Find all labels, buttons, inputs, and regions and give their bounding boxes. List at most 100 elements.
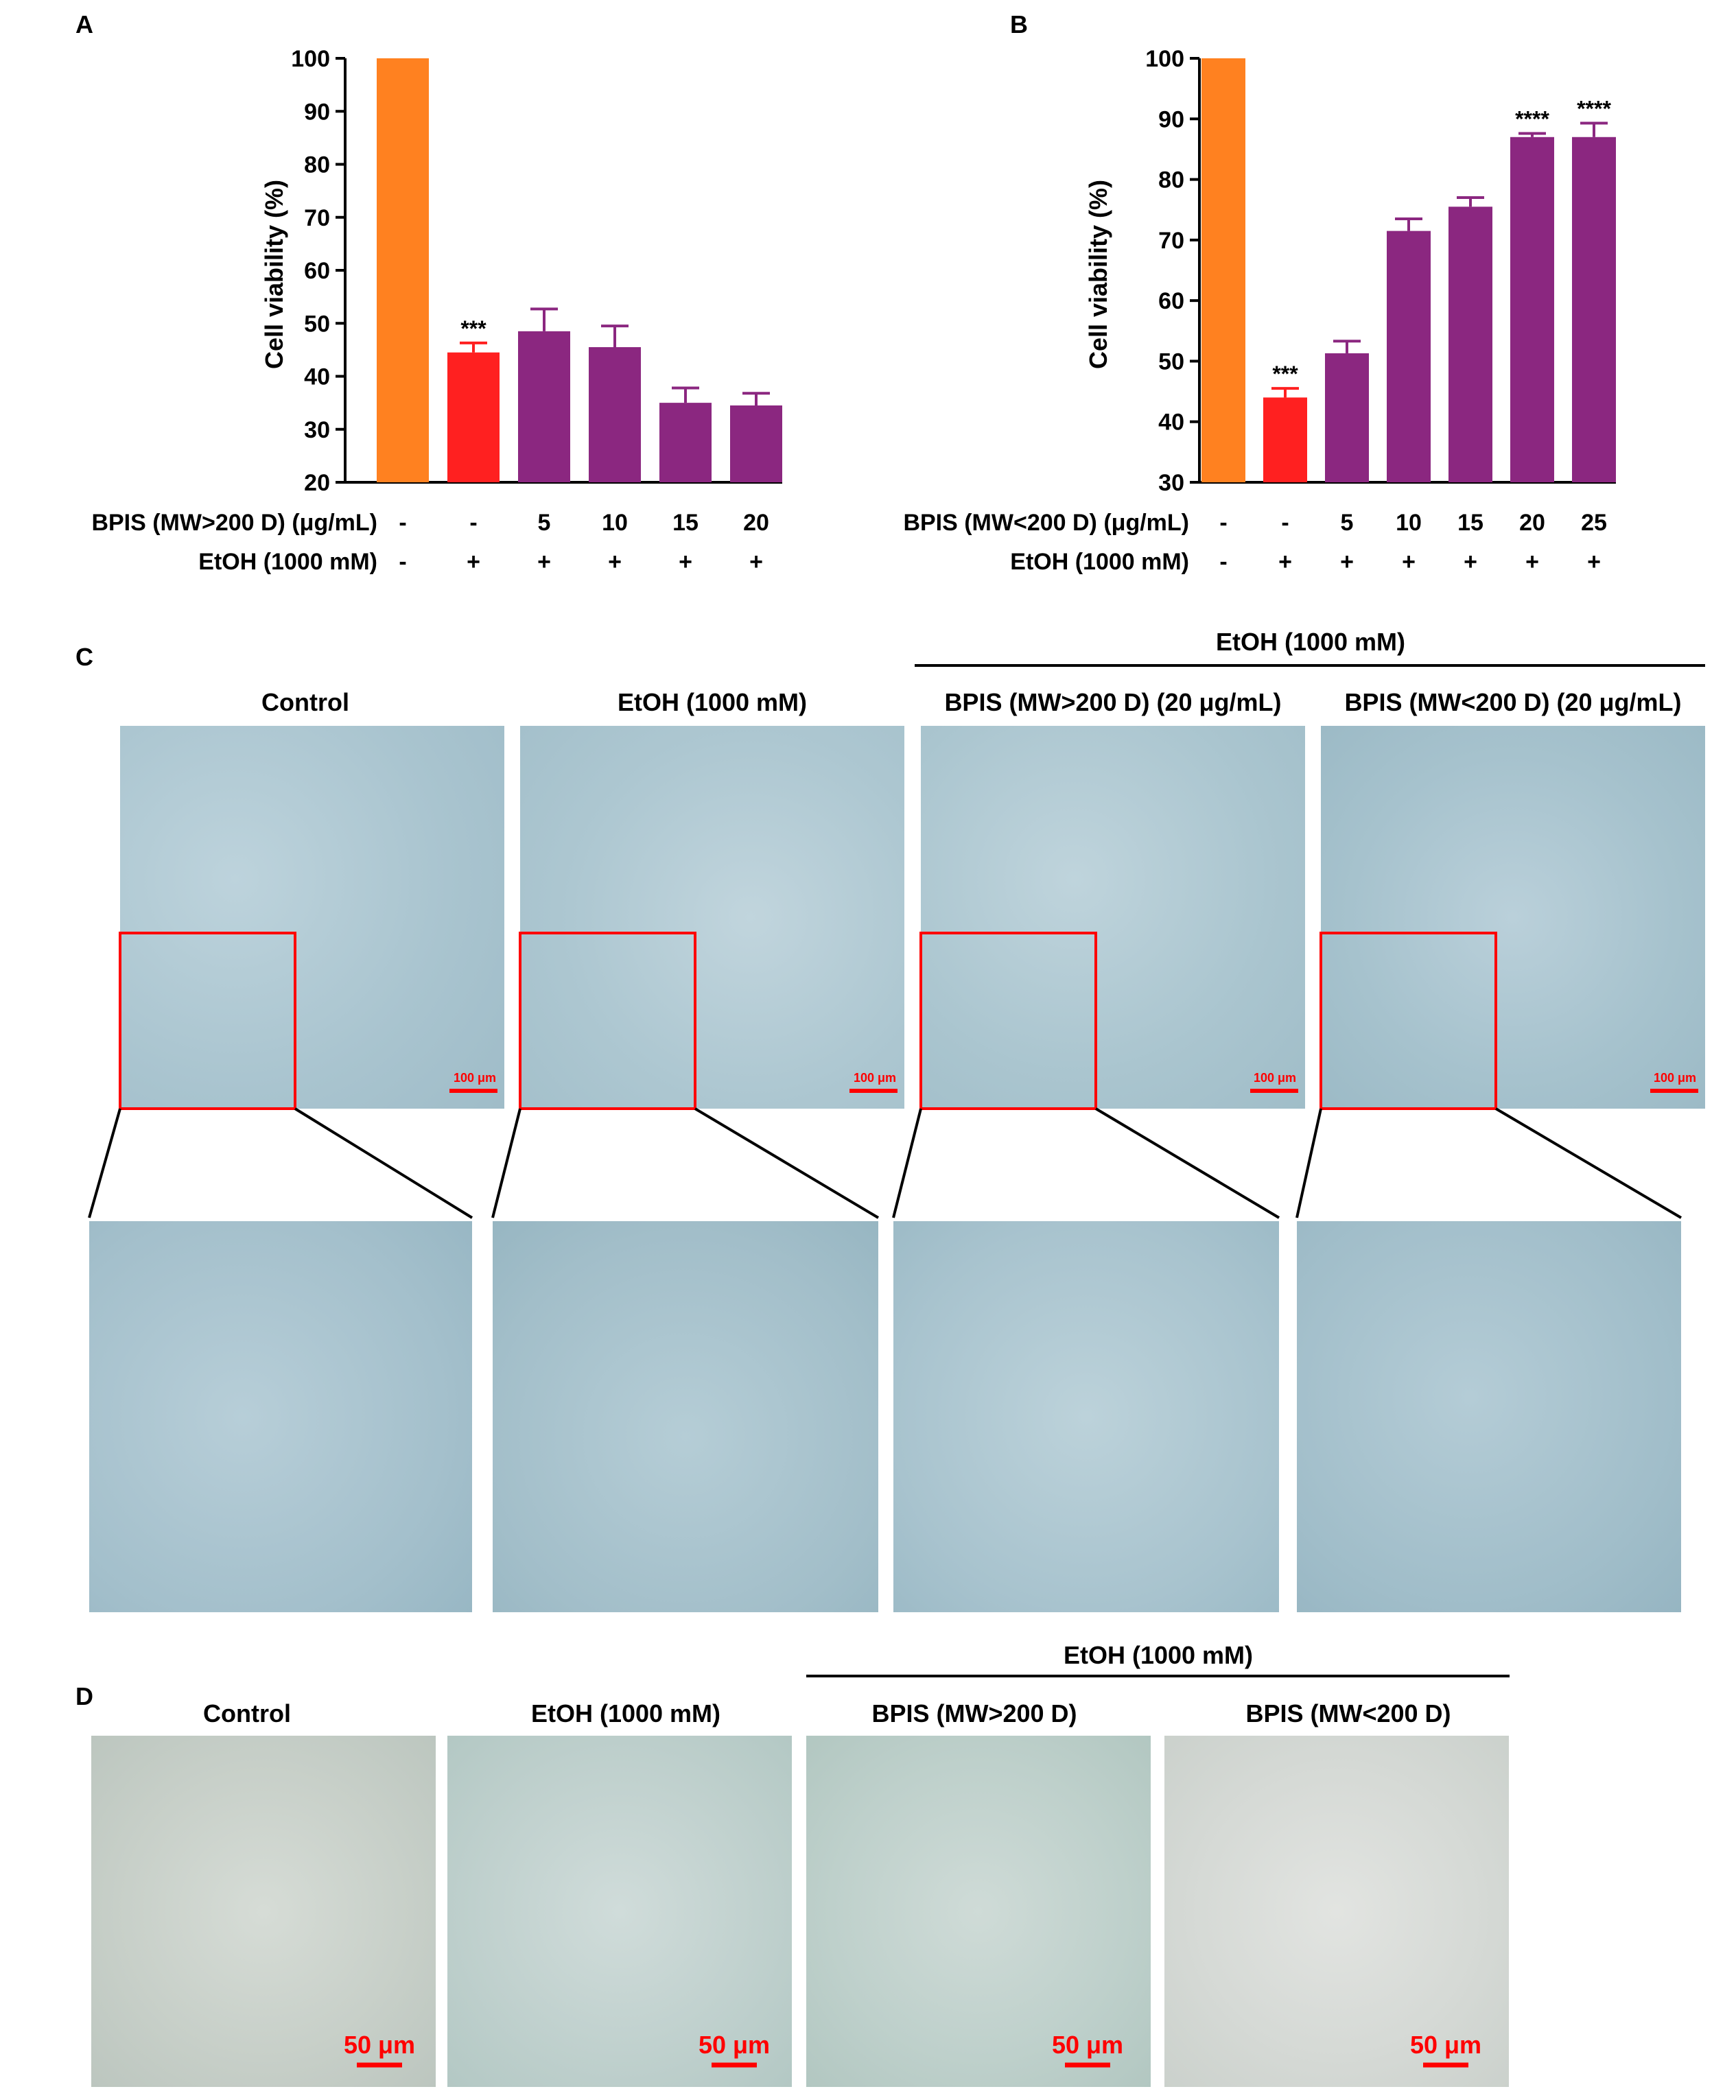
chart-b-row1-value: 5 bbox=[1341, 510, 1354, 536]
chart-b-row1-label: BPIS (MW<200 D) (μg/mL) bbox=[903, 510, 1189, 536]
chart-a-row1-value: - bbox=[469, 510, 477, 536]
roi-box-c bbox=[1319, 932, 1497, 1110]
chart-b-row2-value: + bbox=[1340, 549, 1354, 575]
zoom-c-bpis-gt200 bbox=[893, 1221, 1279, 1612]
panel-d-title-control: Control bbox=[203, 1699, 291, 1727]
chart-b-bar bbox=[1201, 58, 1245, 482]
chart-a-ytick-label: 40 bbox=[304, 364, 330, 390]
chart-a-ytick-label: 20 bbox=[304, 470, 330, 496]
chart-a-bar bbox=[377, 58, 429, 482]
chart-a-bar bbox=[589, 347, 641, 482]
chart-a-ytick-label: 100 bbox=[291, 46, 330, 72]
chart-b: Cell viability (%) BPIS (MW<200 D) (μg/m… bbox=[903, 46, 1616, 575]
chart-a-row2-value: + bbox=[679, 549, 692, 575]
chart-b-row1-value: 25 bbox=[1581, 510, 1607, 536]
chart-b-ytick-label: 40 bbox=[1158, 410, 1184, 436]
panel-c-group-label: EtOH (1000 mM) bbox=[1216, 628, 1405, 656]
chart-b-ytick-label: 30 bbox=[1158, 470, 1184, 496]
panel-d-scalebar-labels: 50 μm 50 μm 50 μm 50 μm bbox=[344, 2031, 1481, 2059]
scale-label-d-etoh: 50 μm bbox=[699, 2031, 770, 2059]
zoom-c-etoh bbox=[493, 1221, 878, 1612]
micrograph-c-bpis-lt200 bbox=[1321, 726, 1705, 1109]
micrograph-c-etoh bbox=[520, 726, 904, 1109]
panel-label-a: A bbox=[75, 10, 93, 38]
scale-label-c-bpis-lt200: 100 μm bbox=[1654, 1071, 1696, 1085]
scale-label-d-bpis-gt200: 50 μm bbox=[1052, 2031, 1123, 2059]
micrograph-c-control bbox=[120, 726, 504, 1109]
micrograph-d-bpis-gt200 bbox=[806, 1736, 1151, 2087]
panel-d-group-label: EtOH (1000 mM) bbox=[1064, 1641, 1253, 1669]
chart-a-row1-value: 5 bbox=[538, 510, 551, 536]
chart-a-row2-value: - bbox=[399, 549, 406, 575]
roi-box-c bbox=[519, 932, 696, 1110]
zoom-connector-c bbox=[1295, 1108, 1322, 1218]
chart-a-row1-value: 15 bbox=[672, 510, 699, 536]
chart-b-bar bbox=[1572, 137, 1616, 482]
chart-b-significance: **** bbox=[1515, 106, 1549, 131]
chart-b-significance: *** bbox=[1272, 362, 1298, 386]
chart-b-significance: **** bbox=[1577, 96, 1611, 121]
chart-a-ytick-label: 90 bbox=[304, 99, 330, 125]
scale-label-c-bpis-gt200: 100 μm bbox=[1254, 1071, 1296, 1085]
chart-a: Cell viability (%) BPIS (MW>200 D) (μg/m… bbox=[91, 46, 782, 575]
chart-a-row1-value: 20 bbox=[743, 510, 769, 536]
panel-label-d: D bbox=[75, 1682, 93, 1710]
chart-b-row2-value: + bbox=[1464, 549, 1477, 575]
chart-b-bar bbox=[1387, 231, 1431, 482]
chart-a-row1-label: BPIS (MW>200 D) (μg/mL) bbox=[91, 510, 377, 536]
roi-box-c bbox=[119, 932, 296, 1110]
chart-b-bar bbox=[1510, 137, 1554, 482]
zoom-connector-c bbox=[294, 1107, 473, 1219]
chart-b-row1-value: - bbox=[1219, 510, 1227, 536]
chart-a-ytick-label: 30 bbox=[304, 417, 330, 443]
scale-label-d-bpis-lt200: 50 μm bbox=[1410, 2031, 1481, 2059]
chart-a-bar bbox=[730, 405, 782, 482]
panel-c-title-control: Control bbox=[261, 688, 349, 716]
chart-a-row1-value: - bbox=[399, 510, 406, 536]
panel-d-title-bpis-gt200: BPIS (MW>200 D) bbox=[871, 1699, 1077, 1727]
chart-a-bar bbox=[518, 331, 570, 482]
scale-label-c-etoh: 100 μm bbox=[854, 1071, 896, 1085]
roi-box-c bbox=[919, 932, 1097, 1110]
chart-a-row2-label: EtOH (1000 mM) bbox=[198, 549, 377, 575]
chart-b-row2-value: + bbox=[1278, 549, 1292, 575]
chart-a-bar bbox=[659, 403, 712, 482]
chart-a-row2-value: + bbox=[749, 549, 763, 575]
chart-a-bar bbox=[447, 352, 500, 482]
micrograph-c-bpis-gt200 bbox=[921, 726, 1305, 1109]
scale-label-c-control: 100 μm bbox=[454, 1071, 496, 1085]
panel-c-scalebar-labels: 100 μm 100 μm 100 μm 100 μm bbox=[454, 1071, 1696, 1085]
chart-b-bar bbox=[1263, 397, 1307, 482]
chart-b-ylabel: Cell viability (%) bbox=[1084, 180, 1112, 369]
chart-a-ytick-label: 60 bbox=[304, 258, 330, 284]
zoom-connector-c bbox=[491, 1108, 521, 1218]
scale-label-d-control: 50 μm bbox=[344, 2031, 415, 2059]
micrograph-d-etoh bbox=[447, 1736, 792, 2087]
panel-label-b: B bbox=[1010, 10, 1028, 38]
chart-a-significance: *** bbox=[460, 316, 486, 341]
zoom-connector-c bbox=[1094, 1107, 1280, 1219]
panel-d-title-etoh: EtOH (1000 mM) bbox=[531, 1699, 720, 1727]
chart-a-row2-value: + bbox=[537, 549, 551, 575]
chart-b-ytick-label: 80 bbox=[1158, 167, 1184, 193]
panel-c-title-bpis-lt200: BPIS (MW<200 D) (20 μg/mL) bbox=[1344, 688, 1681, 716]
chart-a-ytick-label: 80 bbox=[304, 152, 330, 178]
chart-b-ytick-label: 70 bbox=[1158, 228, 1184, 254]
chart-b-ytick-label: 100 bbox=[1145, 46, 1184, 72]
chart-b-bar bbox=[1448, 207, 1492, 482]
chart-a-ylabel: Cell viability (%) bbox=[260, 180, 288, 369]
chart-b-ytick-label: 60 bbox=[1158, 288, 1184, 314]
chart-b-row1-value: 10 bbox=[1396, 510, 1422, 536]
chart-b-ytick-label: 90 bbox=[1158, 106, 1184, 132]
micrograph-d-bpis-lt200 bbox=[1164, 1736, 1509, 2087]
chart-a-ytick-label: 50 bbox=[304, 311, 330, 337]
zoom-connector-c bbox=[88, 1108, 121, 1218]
chart-b-row2-value: + bbox=[1587, 549, 1601, 575]
chart-b-row1-value: 20 bbox=[1519, 510, 1545, 536]
panel-c-title-etoh: EtOH (1000 mM) bbox=[618, 688, 807, 716]
chart-a-row1-value: 10 bbox=[602, 510, 628, 536]
zoom-c-control bbox=[89, 1221, 472, 1612]
panel-c-title-bpis-gt200: BPIS (MW>200 D) (20 μg/mL) bbox=[944, 688, 1281, 716]
zoom-connector-c bbox=[694, 1107, 880, 1219]
chart-b-row2-value: - bbox=[1219, 549, 1227, 575]
